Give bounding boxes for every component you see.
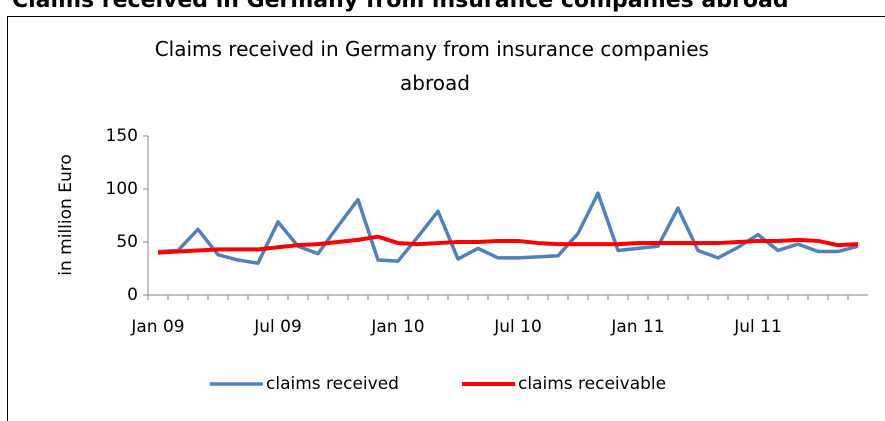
series-line xyxy=(157,191,859,265)
y-tick-label: 150 xyxy=(106,126,138,146)
chart-frame xyxy=(7,16,885,421)
page-title: Claims received in Germany from insuranc… xyxy=(12,0,789,13)
series-line xyxy=(157,234,859,255)
y-tick-label: 50 xyxy=(116,232,138,252)
legend-label: claims received xyxy=(266,374,399,394)
x-tick-label: Jul 10 xyxy=(493,317,542,337)
y-tick-label: 100 xyxy=(106,179,138,199)
x-tick-label: Jul 09 xyxy=(253,317,302,337)
y-axis-label: in million Euro xyxy=(56,154,76,275)
x-tick-label: Jan 10 xyxy=(370,317,424,337)
chart-title: Claims received in Germany from insuranc… xyxy=(155,37,716,95)
x-tick-label: Jan 11 xyxy=(610,317,664,337)
x-tick-label: Jan 09 xyxy=(130,317,184,337)
legend-label: claims receivable xyxy=(518,374,666,394)
y-tick-label: 0 xyxy=(127,285,138,305)
x-tick-label: Jul 11 xyxy=(733,317,782,337)
